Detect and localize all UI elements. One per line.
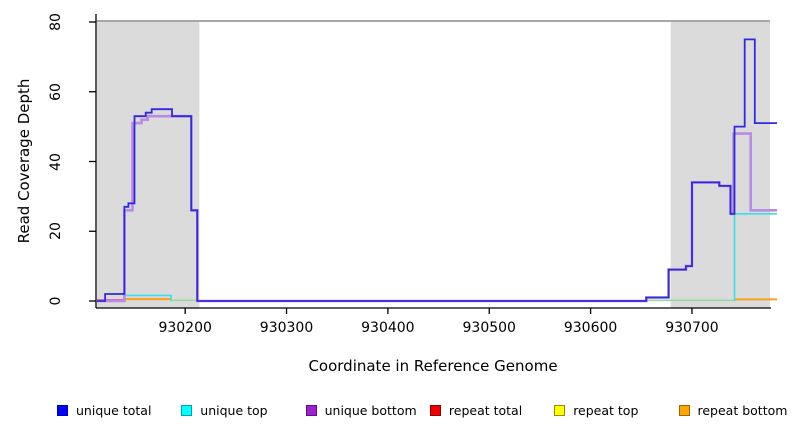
legend-swatch-icon: [554, 404, 566, 416]
legend-label: repeat total: [448, 402, 523, 418]
legend-swatch-icon: [57, 404, 68, 416]
x-tick-label: 930400: [361, 320, 415, 336]
chart-legend: unique total unique top unique bottom repea…: [0, 400, 792, 420]
legend-item-repeat-total: repeat total: [429, 400, 523, 420]
x-axis-label: Coordinate in Reference Genome: [308, 357, 558, 375]
legend-item-unique-bottom: unique bottom: [305, 400, 417, 420]
shaded-repeat-region: [97, 21, 200, 308]
y-tick-label: 0: [48, 296, 64, 306]
y-axis-label: Read Coverage Depth: [15, 78, 33, 244]
legend-item-repeat-top: repeat top: [554, 400, 638, 420]
x-tick-label: 930200: [158, 320, 212, 336]
legend-swatch-icon: [305, 404, 317, 416]
legend-swatch-icon: [181, 404, 193, 416]
y-tick-label: 60: [48, 82, 64, 101]
legend-label: unique total: [76, 402, 152, 418]
legend-item-unique-total: unique total: [57, 400, 151, 420]
x-tick-label: 930500: [462, 320, 516, 336]
legend-item-repeat-bottom: repeat bottom: [678, 400, 788, 420]
legend-label: unique top: [200, 402, 268, 418]
x-tick-label: 930600: [563, 320, 618, 336]
series-unique-top: [124, 294, 172, 301]
legend-label: unique bottom: [324, 402, 417, 418]
legend-swatch-icon: [678, 404, 690, 416]
legend-label: repeat bottom: [697, 402, 788, 418]
y-tick-label: 80: [48, 13, 64, 31]
y-tick-label: 20: [48, 222, 64, 241]
legend-label: repeat top: [573, 402, 639, 418]
legend-swatch-icon: [429, 404, 441, 416]
x-tick-label: 930300: [259, 320, 314, 336]
x-tick-label: 930700: [665, 320, 719, 336]
y-tick-label: 40: [48, 152, 64, 171]
legend-item-unique-top: unique top: [181, 400, 268, 420]
shaded-repeat-region: [670, 21, 770, 308]
series-unique-total: [97, 38, 778, 302]
